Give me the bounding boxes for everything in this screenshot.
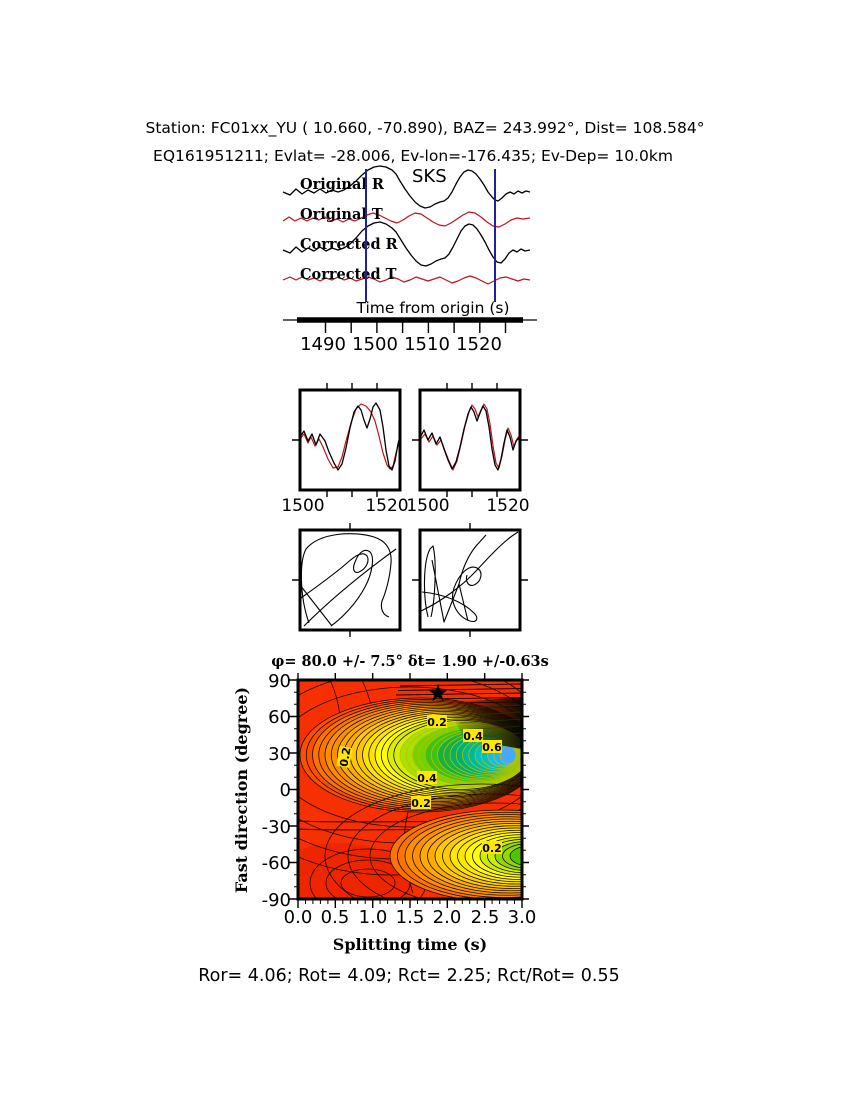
contour-annotations: 0.2 0.4 0.6 0.2 0.4 0.2 — [336, 679, 502, 855]
svg-text:0.2: 0.2 — [337, 746, 353, 767]
xtick-20: 2.0 — [433, 907, 462, 928]
trace-label-original-r: Original R — [300, 176, 385, 193]
svg-text:0.4: 0.4 — [417, 772, 437, 785]
time-tick-1500: 1500 — [352, 334, 398, 355]
particle-motion-panels — [292, 523, 528, 637]
xtick-00: 0.0 — [284, 907, 313, 928]
pm-left-frame — [298, 528, 402, 632]
xtick-05: 0.5 — [321, 907, 350, 928]
time-axis-ticks — [324, 321, 507, 333]
compare-left-frame — [298, 388, 402, 492]
ytick-m60: -60 — [262, 853, 291, 874]
compare-left-black — [299, 402, 401, 471]
trace-label-corrected-t: Corrected T — [300, 266, 397, 283]
contour-label-02-d: 0.2 — [482, 841, 502, 855]
phase-label-sks: SKS — [412, 166, 447, 187]
svg-text:0.2: 0.2 — [427, 716, 447, 729]
original-t-trace — [282, 211, 531, 228]
pm-right-curve — [420, 531, 519, 623]
time-tick-1520: 1520 — [456, 334, 502, 355]
xtick-25: 2.5 — [471, 907, 500, 928]
particle-motion-ticks — [292, 523, 528, 637]
trace-label-original-t: Original T — [300, 206, 383, 223]
quality-stats: Ror= 4.06; Rot= 4.09; Rct= 2.25; Rct/Rot… — [198, 966, 619, 986]
compare-right-tick-1500: 1500 — [406, 496, 449, 516]
xtick-10: 1.0 — [359, 907, 388, 928]
contour-label-06: 0.6 — [482, 740, 502, 754]
pm-right-frame — [418, 528, 522, 632]
ytick-90: 90 — [268, 671, 291, 692]
contour-ylabel: Fast direction (degree) — [232, 687, 251, 893]
pm-left-curve — [299, 533, 397, 627]
contour-label-02-a: 0.2 — [427, 715, 447, 729]
ytick-30: 30 — [268, 744, 291, 765]
compare-right-tick-1520: 1520 — [486, 496, 529, 516]
contour-title: φ= 80.0 +/- 7.5° δt= 1.90 +/-0.63s — [271, 653, 549, 670]
svg-text:0.4: 0.4 — [463, 730, 483, 743]
energy-contour-map: φ= 80.0 +/- 7.5° δt= 1.90 +/-0.63s 0.2 0… — [232, 653, 549, 954]
contour-label-02-c: 0.2 — [411, 796, 431, 810]
ytick-60: 60 — [268, 707, 291, 728]
station-info-line: Station: FC01xx_YU ( 10.660, -70.890), B… — [146, 119, 705, 138]
xtick-15: 1.5 — [396, 907, 425, 928]
comparison-panel-ticks — [292, 383, 528, 497]
contour-label-02-b: 0.2 — [336, 745, 354, 768]
svg-text:0.2: 0.2 — [482, 842, 502, 855]
event-info-line: EQ161951211; Evlat= -28.006, Ev-lon=-176… — [153, 147, 673, 165]
contour-xlabel: Splitting time (s) — [333, 935, 487, 954]
compare-left-red — [299, 403, 401, 470]
contour-minor-ticks — [294, 679, 526, 904]
ytick-0: 0 — [280, 780, 291, 801]
time-tick-1510: 1510 — [404, 334, 450, 355]
compare-left-tick-1500: 1500 — [281, 496, 324, 516]
original-r-trace — [282, 165, 531, 209]
time-tick-1490: 1490 — [300, 334, 346, 355]
svg-text:0.2: 0.2 — [411, 797, 431, 810]
compare-right-frame — [418, 388, 522, 492]
ytick-m30: -30 — [262, 817, 291, 838]
time-axis-label: Time from origin (s) — [355, 299, 509, 317]
ytick-m90: -90 — [262, 890, 291, 911]
trace-label-corrected-r: Corrected R — [300, 236, 399, 253]
xtick-30: 3.0 — [508, 907, 537, 928]
header: Station: FC01xx_YU ( 10.660, -70.890), B… — [146, 119, 705, 165]
compare-left-tick-1520: 1520 — [365, 496, 408, 516]
comparison-panels: 1500 1520 1500 1520 — [281, 383, 530, 516]
svg-text:0.6: 0.6 — [482, 741, 502, 754]
compare-right-black — [419, 405, 521, 471]
contour-label-04-a: 0.4 — [463, 729, 483, 743]
seismogram-panel: Original R Original T Corrected R Correc… — [282, 165, 537, 355]
corrected-t-trace — [282, 275, 531, 285]
contour-label-04-b: 0.4 — [417, 771, 437, 785]
best-solution-star-icon: ★ — [427, 679, 449, 707]
